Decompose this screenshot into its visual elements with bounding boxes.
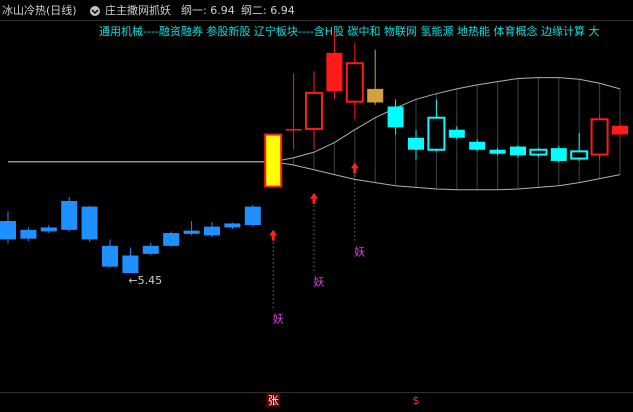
marker-bg xyxy=(266,393,281,407)
candle-body xyxy=(0,221,16,240)
signal-label: 妖 xyxy=(273,312,284,326)
candle-body xyxy=(550,148,567,161)
candle-body xyxy=(510,146,526,156)
band-lower xyxy=(8,161,621,191)
candle-body xyxy=(81,206,98,240)
candle-body xyxy=(387,106,404,128)
signal-arrow xyxy=(269,229,278,241)
candle-body xyxy=(345,62,364,103)
candle-body xyxy=(224,223,241,228)
signal-label: 妖 xyxy=(314,275,325,289)
candle-body xyxy=(102,245,118,267)
indicator-icon-arrow xyxy=(91,9,99,15)
candle-body xyxy=(612,125,628,135)
candle-body xyxy=(570,150,589,160)
signal-arrow xyxy=(350,162,359,174)
candle-body xyxy=(244,206,261,226)
candle-body xyxy=(427,116,446,151)
signal-label: 妖 xyxy=(354,244,365,258)
candle-body xyxy=(367,88,384,103)
candle-body xyxy=(448,129,465,138)
chart-title: 冰山冷热(日线) xyxy=(2,3,77,17)
candle-body xyxy=(122,255,139,274)
concepts: 通用机械----融资融券 参股新股 辽宁板块----含H股 碳中和 物联网 氢能… xyxy=(99,24,600,38)
candle-body xyxy=(264,133,283,188)
candle-body xyxy=(20,229,37,239)
candle-body xyxy=(40,227,57,232)
candle-body xyxy=(163,233,180,246)
annotation: ←5.45 xyxy=(128,274,162,287)
bottom-marker: 张 xyxy=(268,394,279,407)
candle-body xyxy=(183,230,200,234)
indicator-name: 庄主撒网抓妖 xyxy=(105,3,171,17)
indicator-icon[interactable] xyxy=(90,6,100,16)
candle-body xyxy=(61,201,78,230)
bottom-marker: $ xyxy=(413,394,420,407)
candle-body xyxy=(590,118,609,156)
signal-arrow xyxy=(310,192,318,204)
candle-body xyxy=(204,226,220,236)
candle-body xyxy=(469,141,486,150)
candle-body xyxy=(305,91,323,130)
candle-body xyxy=(489,149,506,154)
candle-body xyxy=(529,148,548,156)
candle-body xyxy=(142,245,159,254)
candle-body xyxy=(408,137,424,150)
indicator-label: 纲一: 6.94 xyxy=(181,4,235,17)
indicator-label: 纲二: 6.94 xyxy=(241,4,295,17)
candle-body xyxy=(285,128,302,131)
candle-body xyxy=(326,52,343,92)
